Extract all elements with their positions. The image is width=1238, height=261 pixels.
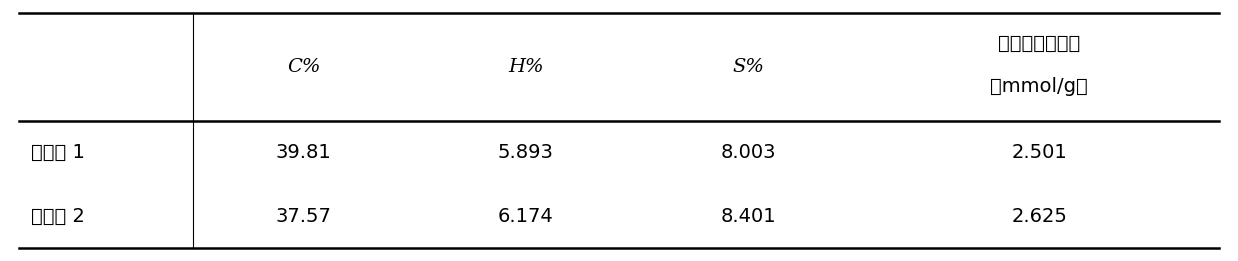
Text: 6.174: 6.174	[498, 207, 553, 226]
Text: 37.57: 37.57	[276, 207, 332, 226]
Text: 8.401: 8.401	[721, 207, 776, 226]
Text: 2.501: 2.501	[1011, 143, 1067, 162]
Text: （mmol/g）: （mmol/g）	[990, 77, 1088, 96]
Text: S%: S%	[732, 58, 764, 76]
Text: C%: C%	[287, 58, 321, 76]
Text: H%: H%	[508, 58, 543, 76]
Text: 实施例 1: 实施例 1	[31, 143, 85, 162]
Text: 2.625: 2.625	[1011, 207, 1067, 226]
Text: 39.81: 39.81	[276, 143, 332, 162]
Text: 8.003: 8.003	[721, 143, 776, 162]
Text: 实施例 2: 实施例 2	[31, 207, 85, 226]
Text: 理论磺酸基含量: 理论磺酸基含量	[998, 34, 1081, 53]
Text: 5.893: 5.893	[498, 143, 553, 162]
